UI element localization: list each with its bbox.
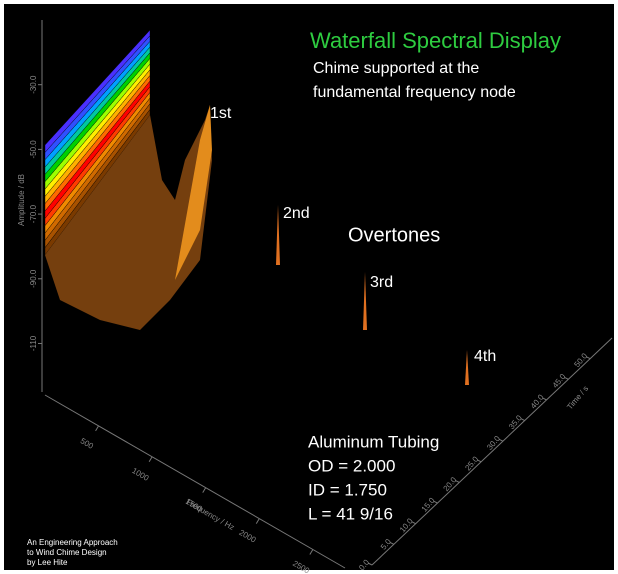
surface-band (44, 29, 151, 153)
chart-title: Waterfall Spectral Display (310, 28, 561, 53)
z-tick (585, 356, 591, 360)
z-tick (455, 480, 460, 483)
surface-band (45, 105, 212, 330)
credit: to Wind Chime Design (27, 548, 107, 557)
z-tick (520, 418, 525, 421)
overtone-peak (363, 272, 367, 330)
subtitle: Chime supported at the (313, 60, 479, 77)
spec: Aluminum Tubing (308, 432, 439, 451)
z-tick (433, 500, 438, 504)
credit: An Engineering Approach (27, 538, 118, 547)
spectral-surface (44, 29, 469, 385)
annotation: 2nd (283, 205, 310, 222)
subtitle: fundamental frequency node (313, 84, 516, 101)
annotation: 1st (210, 105, 232, 122)
x-tick (202, 487, 207, 493)
overtone-peak (465, 350, 469, 385)
y-axis-label: Amplitude / dB (17, 174, 26, 226)
x-tick (255, 518, 260, 524)
y-tick-label: -110 (29, 335, 38, 351)
z-tick (411, 521, 416, 525)
z-tick (542, 397, 547, 401)
surface-band (175, 105, 212, 280)
spec: OD = 2.000 (308, 456, 395, 475)
x-axis (44, 394, 346, 569)
x-tick (309, 549, 314, 555)
y-tick-label: -70.0 (29, 204, 38, 223)
x-tick (148, 456, 153, 463)
y-tick-label: -30.0 (29, 75, 38, 94)
y-tick-label: -90.0 (29, 269, 38, 288)
z-tick (389, 541, 395, 545)
z-tick (564, 376, 569, 380)
spec: ID = 1.750 (308, 480, 387, 499)
credit: by Lee Hite (27, 558, 68, 567)
overtones-label: Overtones (348, 224, 440, 246)
annotation: 4th (474, 348, 496, 365)
z-tick (476, 459, 482, 463)
y-tick-label: -50.0 (29, 140, 38, 159)
z-tick (367, 562, 373, 566)
overtone-peak (276, 205, 280, 265)
x-tick (95, 425, 100, 432)
z-axis (371, 337, 613, 566)
annotation: 3rd (370, 274, 393, 291)
spec: L = 41 9/16 (308, 504, 393, 523)
z-tick (498, 438, 504, 442)
